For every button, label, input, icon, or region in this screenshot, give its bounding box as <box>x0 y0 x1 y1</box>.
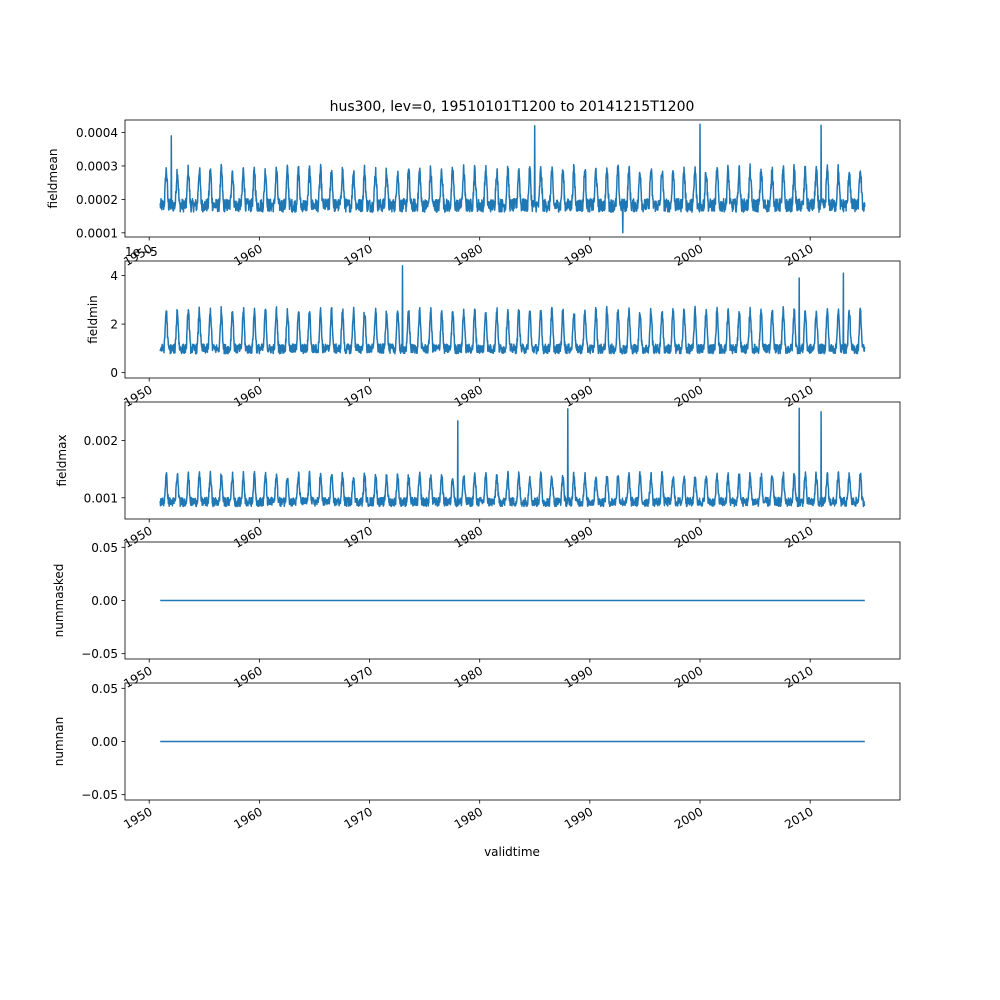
axes-frame-fieldmean <box>124 119 901 238</box>
y-tick-label: 0.0003 <box>76 159 118 173</box>
y-tick-label: 0.05 <box>91 682 118 696</box>
y-tick-label: 0.00 <box>91 735 118 749</box>
y-tick-label: 0.0001 <box>76 226 118 240</box>
y-axis-label-fieldmean: fieldmean <box>46 149 60 209</box>
series-line-fieldmax <box>159 407 866 508</box>
axes-frame-fieldmax <box>124 401 901 520</box>
y-tick-label: 0 <box>110 366 118 380</box>
y-tick-label: −0.05 <box>81 647 118 661</box>
y-tick-label: 0.00 <box>91 594 118 608</box>
y-axis-label-fieldmin: fieldmin <box>86 295 100 344</box>
y-tick-label: 0.0002 <box>76 193 118 207</box>
y-offset-text: 1e−5 <box>125 245 158 259</box>
y-tick-label: 0.05 <box>91 541 118 555</box>
y-tick-label: −0.05 <box>81 788 118 802</box>
y-tick-label: 4 <box>110 269 118 283</box>
series-line-fieldmin <box>159 265 866 355</box>
y-tick-label: 0.002 <box>84 434 118 448</box>
x-axis-label: validtime <box>484 845 540 859</box>
y-tick-label: 0.001 <box>84 491 118 505</box>
y-tick-label: 2 <box>110 318 118 332</box>
axes-frame-fieldmin <box>124 260 901 379</box>
chart-title: hus300, lev=0, 19510101T1200 to 20141215… <box>330 99 695 115</box>
series-line-fieldmean <box>159 123 866 234</box>
y-tick-label: 0.0004 <box>76 126 118 140</box>
y-axis-label-fieldmax: fieldmax <box>55 434 69 486</box>
y-axis-label-numnan: numnan <box>52 717 66 766</box>
y-axis-label-nummasked: nummasked <box>52 564 66 638</box>
